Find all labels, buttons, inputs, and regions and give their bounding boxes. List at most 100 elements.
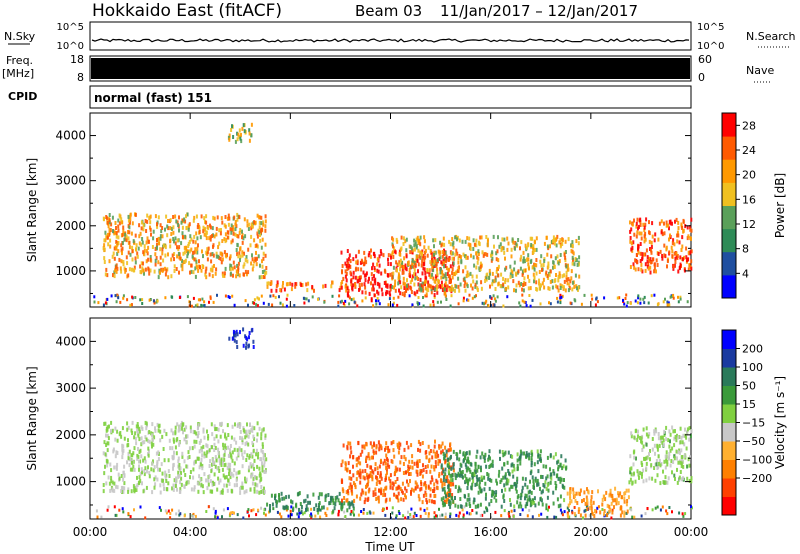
- velocity-echo-cell: [519, 461, 522, 466]
- velocity-echo-cell: [448, 499, 451, 504]
- velocity-echo-cell: [539, 454, 542, 458]
- power-echo-cell: [205, 214, 208, 219]
- power-echo-cell: [206, 257, 209, 262]
- velocity-echo-cell: [183, 427, 186, 432]
- power-noise-cell: [317, 297, 319, 301]
- velocity-echo-cell: [260, 436, 263, 441]
- power-noise-cell: [208, 300, 210, 304]
- power-echo-cell: [648, 239, 651, 244]
- velocity-echo-cell: [474, 504, 477, 509]
- velocity-echo-cell: [473, 469, 476, 474]
- velocity-echo-cell: [449, 488, 452, 493]
- power-echo-cell: [135, 247, 137, 252]
- power-echo-cell: [443, 242, 446, 247]
- velocity-echo-cell: [672, 460, 675, 464]
- velocity-noise-cell: [397, 510, 400, 513]
- velocity-echo-cell: [233, 447, 236, 452]
- velocity-echo-cell: [398, 467, 401, 472]
- velocity-echo-region: [628, 425, 693, 486]
- velocity-echo-cell: [233, 468, 236, 473]
- power-echo-cell: [651, 234, 654, 239]
- velocity-noise-cell: [545, 507, 548, 511]
- power-noise-cell: [279, 301, 282, 305]
- power-noise-cell: [257, 297, 260, 301]
- power-echo-cell: [458, 238, 461, 243]
- power-noise-cell: [559, 301, 562, 305]
- velocity-echo-cell: [171, 486, 174, 491]
- power-echo-cell: [205, 230, 208, 235]
- power-noise-cell: [323, 300, 326, 304]
- cpid-label: CPID: [8, 90, 37, 103]
- power-echo-cell: [262, 256, 265, 261]
- velocity-echo-cell: [633, 471, 635, 476]
- power-colorbar-tick-label: 4: [742, 267, 749, 280]
- velocity-echo-cell: [449, 442, 452, 447]
- velocity-echo-cell: [409, 479, 411, 484]
- power-echo-cell: [180, 220, 183, 225]
- power-echo-cell: [483, 252, 486, 257]
- velocity-echo-cell: [675, 438, 678, 443]
- velocity-echo-cell: [473, 472, 476, 477]
- power-echo-cell: [123, 237, 126, 242]
- power-echo-cell: [514, 271, 517, 276]
- velocity-echo-cell: [408, 459, 411, 464]
- time-tick-label: 16:00: [473, 525, 508, 539]
- velocity-echo-cell: [525, 451, 528, 456]
- power-echo-cell: [261, 259, 263, 264]
- power-ytick-label: 2000: [55, 219, 86, 233]
- velocity-echo-cell: [103, 471, 106, 476]
- power-echo-cell: [441, 284, 444, 288]
- velocity-echo-cell: [559, 479, 562, 484]
- velocity-echo-cell: [645, 432, 648, 437]
- power-echo-cell: [207, 246, 210, 251]
- power-echo-cell: [111, 254, 114, 259]
- velocity-echo-cell: [474, 469, 477, 474]
- velocity-echo-cell: [285, 495, 288, 500]
- power-echo-cell: [532, 249, 535, 254]
- velocity-echo-cell: [148, 439, 151, 444]
- velocity-echo-cell: [315, 503, 318, 508]
- power-echo-cell: [223, 271, 226, 276]
- velocity-echo-cell: [119, 431, 122, 435]
- power-echo-cell: [435, 274, 438, 279]
- power-echo-cell: [571, 287, 574, 292]
- velocity-noise-cell: [568, 509, 570, 513]
- power-noise-cell: [278, 295, 280, 299]
- power-echo-cell: [178, 228, 180, 233]
- power-noise-cell: [618, 296, 621, 300]
- power-echo-cell: [491, 279, 494, 284]
- power-echo-cell: [364, 290, 367, 295]
- power-echo-cell: [182, 260, 185, 265]
- velocity-echo-cell: [120, 434, 123, 439]
- velocity-noise-cell: [319, 515, 322, 519]
- power-echo-cell: [395, 237, 398, 242]
- power-noise-cell: [521, 299, 524, 303]
- velocity-echo-cell: [587, 490, 590, 495]
- power-echo-cell: [433, 244, 435, 249]
- velocity-echo-cell: [186, 434, 189, 439]
- velocity-echo-cell: [534, 478, 537, 483]
- velocity-noise-cell: [276, 510, 279, 514]
- velocity-echo-cell: [224, 446, 227, 451]
- velocity-echo-cell: [229, 475, 232, 480]
- power-echo-cell: [153, 269, 156, 274]
- velocity-echo-cell: [217, 451, 220, 456]
- power-echo-cell: [532, 272, 535, 277]
- velocity-noise-cell: [433, 511, 436, 515]
- power-echo-cell: [389, 287, 392, 292]
- power-echo-cell: [481, 250, 484, 255]
- velocity-noise-cell: [317, 511, 320, 515]
- velocity-echo-cell: [203, 451, 206, 456]
- velocity-echo-cell: [416, 461, 418, 466]
- power-echo-cell: [556, 285, 559, 290]
- power-echo-cell: [131, 257, 134, 262]
- velocity-echo-cell: [624, 491, 627, 496]
- power-echo-cell: [394, 279, 397, 284]
- velocity-echo-cell: [567, 514, 570, 519]
- velocity-echo-cell: [561, 466, 564, 471]
- velocity-echo-cell: [498, 469, 501, 474]
- power-noise-cell: [636, 301, 639, 305]
- velocity-echo-cell: [467, 493, 470, 498]
- power-noise-cell: [548, 301, 550, 305]
- power-echo-cell: [200, 268, 203, 273]
